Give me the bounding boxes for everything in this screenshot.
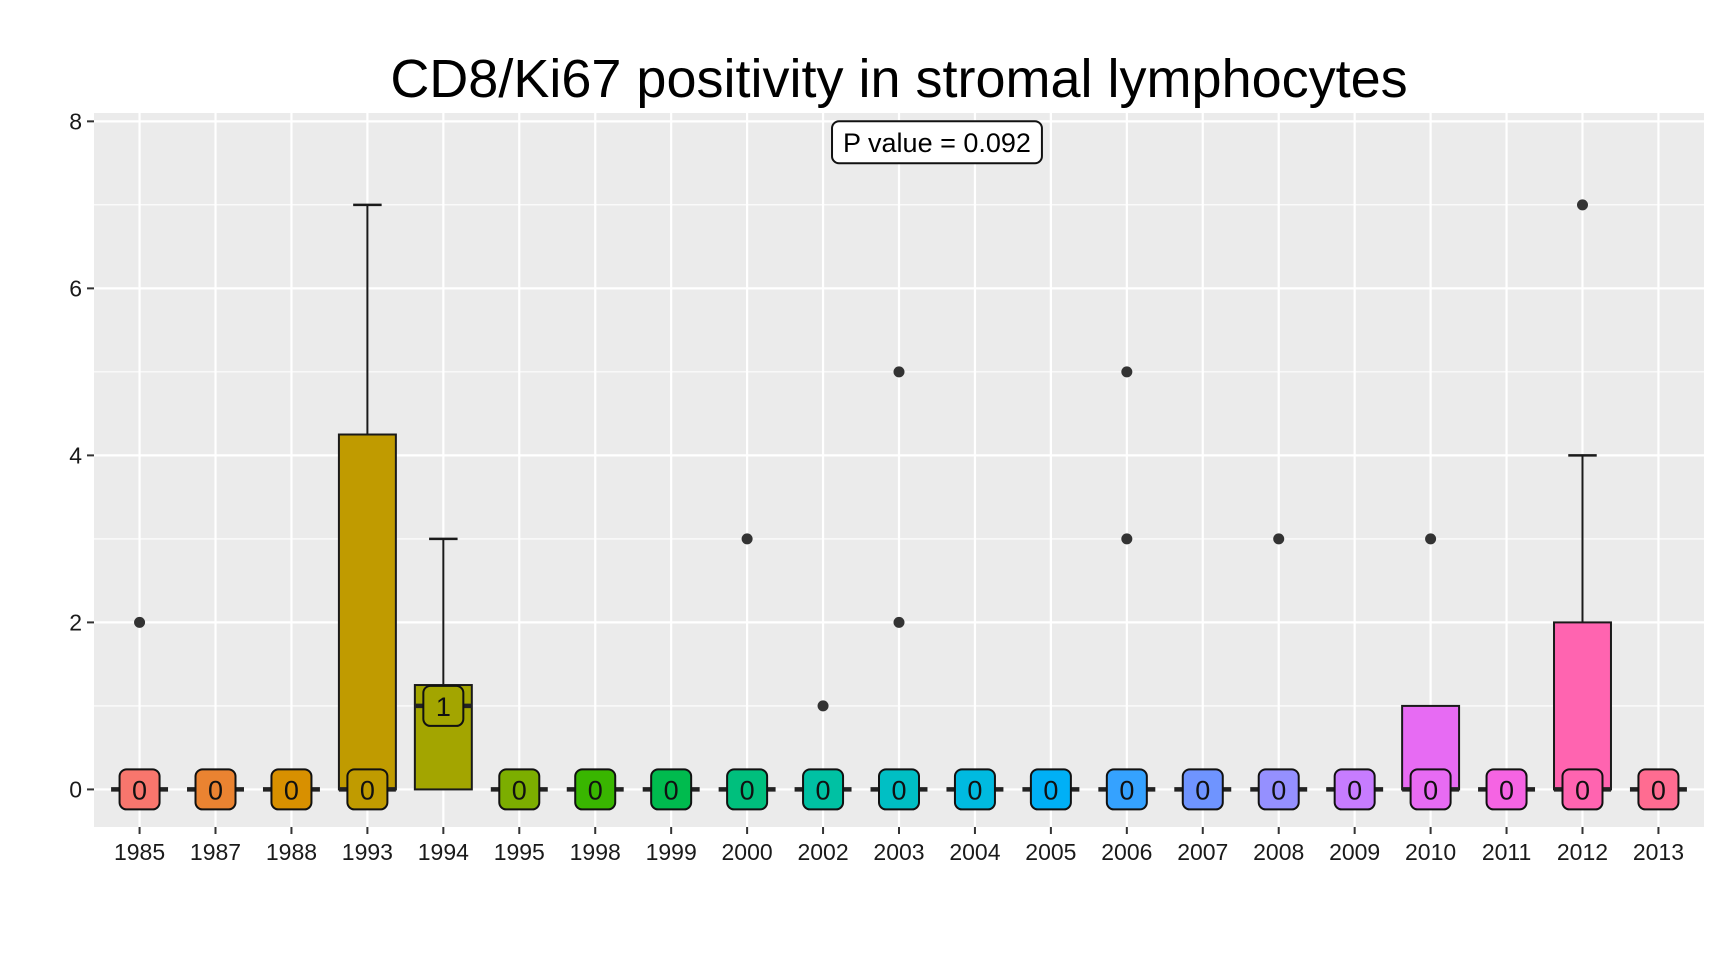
median-label: 0: [284, 775, 299, 805]
x-tick-label: 2004: [949, 839, 1000, 865]
median-label-box: [270, 768, 313, 811]
outlier-point: [1273, 533, 1285, 545]
p-value-text: P value = 0.092: [843, 128, 1031, 158]
outlier-point: [741, 533, 753, 545]
median-label: 0: [1347, 775, 1362, 805]
median-label: 0: [1119, 775, 1134, 805]
outlier-point: [1121, 366, 1133, 378]
y-tick-label: 2: [69, 609, 82, 635]
x-tick-label: 2003: [873, 839, 924, 865]
median-label: 0: [816, 775, 831, 805]
x-tick-label: 2011: [1482, 839, 1531, 865]
median-label-box: [498, 768, 541, 811]
median-label-box: [422, 684, 465, 727]
median-label-box: [1029, 768, 1072, 811]
x-tick-label: 2005: [1025, 839, 1076, 865]
median-label: 0: [1195, 775, 1210, 805]
y-tick-label: 0: [69, 776, 82, 802]
median-label: 0: [1651, 775, 1666, 805]
median-label-box: [1181, 768, 1224, 811]
median-label: 0: [588, 775, 603, 805]
median-label: 0: [512, 775, 527, 805]
x-tick-label: 2012: [1557, 839, 1608, 865]
median-label-box: [1637, 768, 1680, 811]
y-tick-label: 8: [69, 108, 82, 134]
median-label: 0: [1499, 775, 1514, 805]
median-label: 0: [1575, 775, 1590, 805]
median-label-box: [1409, 768, 1452, 811]
median-label-box: [726, 768, 769, 811]
median-label-box: [1485, 768, 1528, 811]
median-label-box: [1105, 768, 1148, 811]
outlier-point: [134, 616, 146, 628]
x-tick-label: 1987: [190, 839, 241, 865]
median-label: 0: [208, 775, 223, 805]
median-label-box: [953, 768, 996, 811]
box-body: [337, 433, 397, 791]
x-tick-label: 2010: [1405, 839, 1456, 865]
y-tick-label: 4: [69, 442, 82, 468]
median-label: 0: [967, 775, 982, 805]
grid-lines: [94, 113, 1704, 827]
axes: 0 2 4 6 8 1985 1987 1988 1993 1994 1995 1998 1999 200…: [69, 108, 1684, 865]
median-label: 0: [132, 775, 147, 805]
median-label-box: [1333, 768, 1376, 811]
x-tick-label: 2013: [1633, 839, 1684, 865]
outlier-point: [893, 616, 905, 628]
median-label: 0: [1271, 775, 1286, 805]
y-tick-label: 6: [69, 275, 82, 301]
outlier-point: [1576, 199, 1588, 211]
median-label-box: [878, 768, 920, 811]
median-label-box: [346, 768, 389, 811]
median-label-box: [574, 768, 617, 811]
outlier-point: [893, 366, 905, 378]
median-label: 0: [891, 775, 906, 805]
x-tick-label: 2009: [1329, 839, 1380, 865]
median-label: 0: [664, 775, 679, 805]
x-tick-label: 1999: [646, 839, 697, 865]
box-body: [1553, 621, 1612, 791]
x-tick-label: 2008: [1253, 839, 1304, 865]
p-value-annotation: P value = 0.092: [831, 120, 1043, 165]
x-tick-label: 2007: [1177, 839, 1228, 865]
p-value-box: [831, 120, 1043, 165]
median-label: 1: [436, 692, 451, 722]
x-tick-label: 1994: [418, 839, 469, 865]
median-label: 0: [360, 775, 375, 805]
outlier-point: [1121, 533, 1133, 545]
x-tick-label: 2006: [1101, 839, 1152, 865]
median-label-box: [1561, 768, 1604, 811]
median-label-box: [802, 768, 845, 811]
median-label-box: [650, 768, 693, 811]
median-label-box: [1257, 768, 1300, 811]
x-tick-label: 1995: [494, 839, 545, 865]
x-tick-label: 1993: [342, 839, 393, 865]
x-tick-label: 2002: [797, 839, 848, 865]
median-label: 0: [1043, 775, 1058, 805]
chart-title: CD8/Ki67 positivity in stromal lymphocyt…: [390, 49, 1407, 109]
median-label-box: [194, 768, 237, 811]
median-label: 0: [1423, 775, 1438, 805]
median-labels: 0 0 0 0 1 0 0 0 0 0 0 0 0 0 0 0 0 0 0 0 0: [118, 684, 1680, 811]
x-tick-label: 1985: [114, 839, 165, 865]
median-label-box: [118, 768, 161, 811]
x-tick-label: 1998: [570, 839, 621, 865]
outlier-point: [1425, 533, 1437, 545]
outlier-point: [817, 700, 829, 712]
median-label: 0: [740, 775, 755, 805]
x-tick-label: 1988: [266, 839, 317, 865]
box-1994: [413, 537, 473, 791]
x-tick-label: 2000: [722, 839, 773, 865]
